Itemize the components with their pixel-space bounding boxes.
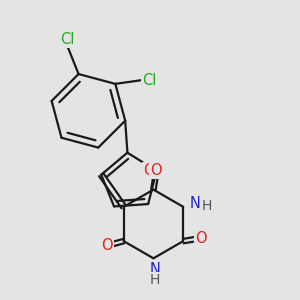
Text: H: H [150, 273, 160, 287]
Text: O: O [195, 231, 207, 246]
Text: Cl: Cl [142, 73, 157, 88]
Text: N: N [150, 262, 161, 277]
Text: O: O [143, 163, 155, 178]
Text: H: H [201, 200, 211, 213]
Text: Cl: Cl [60, 32, 74, 47]
Text: O: O [151, 163, 162, 178]
Text: N: N [190, 196, 201, 211]
Text: O: O [101, 238, 113, 253]
